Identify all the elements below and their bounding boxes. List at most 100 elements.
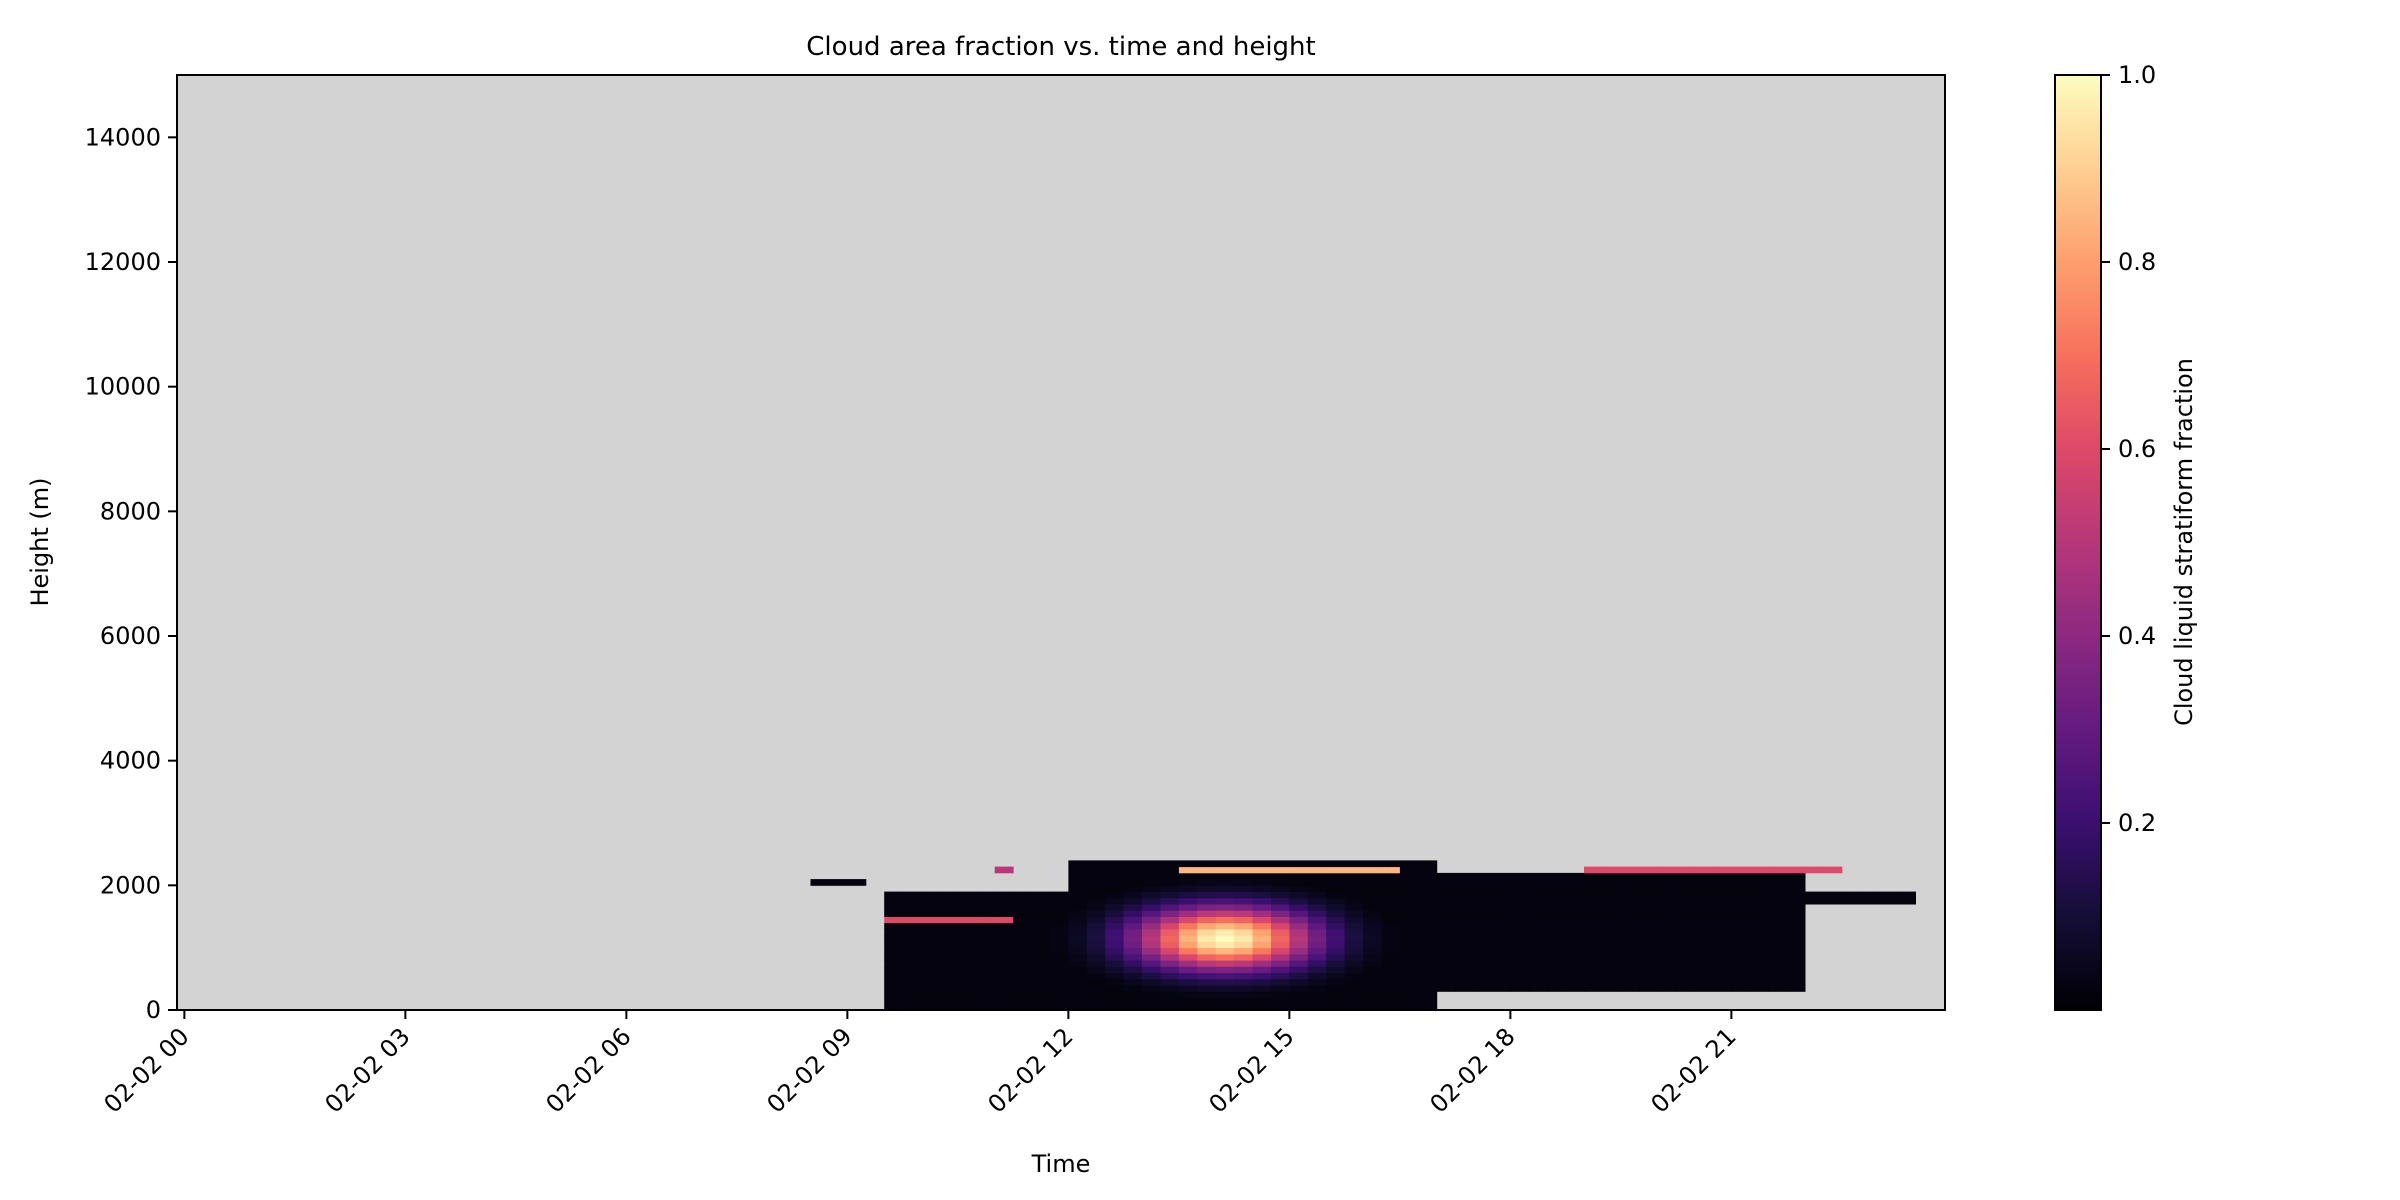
heatmap-cell [1252,885,1272,892]
heatmap-cell [939,972,959,980]
heatmap-cell [1749,935,1769,942]
heatmap-cell [1307,866,1327,874]
heatmap-cell [1105,953,1125,961]
plot-frame [176,74,1946,1011]
heatmap-cell [902,916,922,924]
heatmap-cell [1786,985,1806,992]
heatmap-cell [1086,972,1106,980]
heatmap-cell [1142,978,1161,986]
heatmap-cell [994,866,1014,874]
heatmap-cell [1713,910,1732,917]
heatmap-cell [1123,935,1143,942]
heatmap-cell [1473,897,1493,905]
heatmap-cell [1142,860,1161,868]
heatmap-cell [1768,866,1788,874]
heatmap-cell [1639,891,1659,899]
heatmap-cell [1639,885,1659,892]
heatmap-cell [1694,935,1714,942]
heatmap-cell [1639,972,1659,980]
heatmap-cell [1068,960,1088,967]
heatmap-cell [1326,991,1346,998]
heatmap-cell [1326,860,1346,868]
heatmap-cell [1455,953,1474,961]
heatmap-cell [1436,960,1456,967]
heatmap-cell [1123,929,1143,936]
heatmap-cell [1142,879,1161,886]
heatmap-cell [1307,972,1327,980]
heatmap-cell [1657,897,1677,905]
heatmap-cell [1620,891,1640,899]
heatmap-cell [1344,1003,1364,1011]
heatmap-cell [957,960,977,967]
heatmap-cell [994,978,1014,986]
heatmap-cell [1639,929,1659,936]
heatmap-cell [884,985,904,992]
heatmap-cell [1160,885,1180,892]
heatmap-cell [1068,922,1088,930]
heatmap-cell [1252,866,1272,874]
heatmap-cell [1031,985,1051,992]
heatmap-cell [1473,941,1493,949]
heatmap-cell [1584,947,1603,955]
heatmap-cell [1271,910,1290,917]
heatmap-cell [1749,953,1769,961]
heatmap-cell [1565,966,1585,974]
heatmap-cell [1160,972,1180,980]
heatmap-cell [1713,978,1732,986]
colorbar-label: Cloud liquid stratiform fraction [2170,358,2198,726]
heatmap-cell [1160,985,1180,992]
heatmap-cell [1676,904,1695,911]
colorbar-gradient [2054,74,2102,1011]
colorbar-tick-label: 0.6 [2118,435,2156,463]
heatmap-cell [1215,1003,1235,1011]
heatmap-cell [1142,1003,1161,1011]
heatmap-cell [1086,860,1106,868]
heatmap-cell [1620,935,1640,942]
heatmap-cell [1142,972,1161,980]
heatmap-cell [1492,897,1511,905]
heatmap-cell [1344,910,1364,917]
heatmap-cell [1013,897,1032,905]
heatmap-cell [1602,929,1622,936]
heatmap-cell [1123,866,1143,874]
heatmap-cell [1178,978,1198,986]
heatmap-cell [1418,947,1438,955]
heatmap-cell [1105,972,1125,980]
heatmap-cell [1234,947,1253,955]
heatmap-cell [976,947,996,955]
heatmap-cell [1068,966,1088,974]
x-tick-label: 02-02 06 [541,1022,637,1118]
heatmap-cell [1031,916,1051,924]
heatmap-cell [1528,935,1548,942]
heatmap-cell [1694,953,1714,961]
heatmap-cell [1657,953,1677,961]
heatmap-cell [1344,866,1364,874]
heatmap-cell [1049,947,1069,955]
heatmap-cell [1215,904,1235,911]
heatmap-cell [1399,922,1419,930]
heatmap-cell [1602,935,1622,942]
heatmap-cell [1602,941,1622,949]
heatmap-cell [1694,904,1714,911]
heatmap-cell [1105,947,1125,955]
heatmap-cell [1805,891,1824,899]
heatmap-cell [1344,972,1364,980]
heatmap-cell [1381,916,1401,924]
heatmap-cell [1307,953,1327,961]
heatmap-cell [1068,978,1088,986]
heatmap-cell [1602,879,1622,886]
heatmap-cell [1768,929,1788,936]
heatmap-cell [1326,966,1346,974]
heatmap-cell [1105,978,1125,986]
heatmap-cell [1197,947,1217,955]
heatmap-cell [1565,947,1585,955]
heatmap-cell [994,1003,1014,1011]
heatmap-cell [1013,1003,1032,1011]
heatmap-cell [1768,904,1788,911]
heatmap-cell [1307,891,1327,899]
heatmap-cell [1713,947,1732,955]
heatmap-cell [1326,910,1346,917]
heatmap-cell [1326,922,1346,930]
heatmap-cell [1197,966,1217,974]
heatmap-cell [1049,929,1069,936]
